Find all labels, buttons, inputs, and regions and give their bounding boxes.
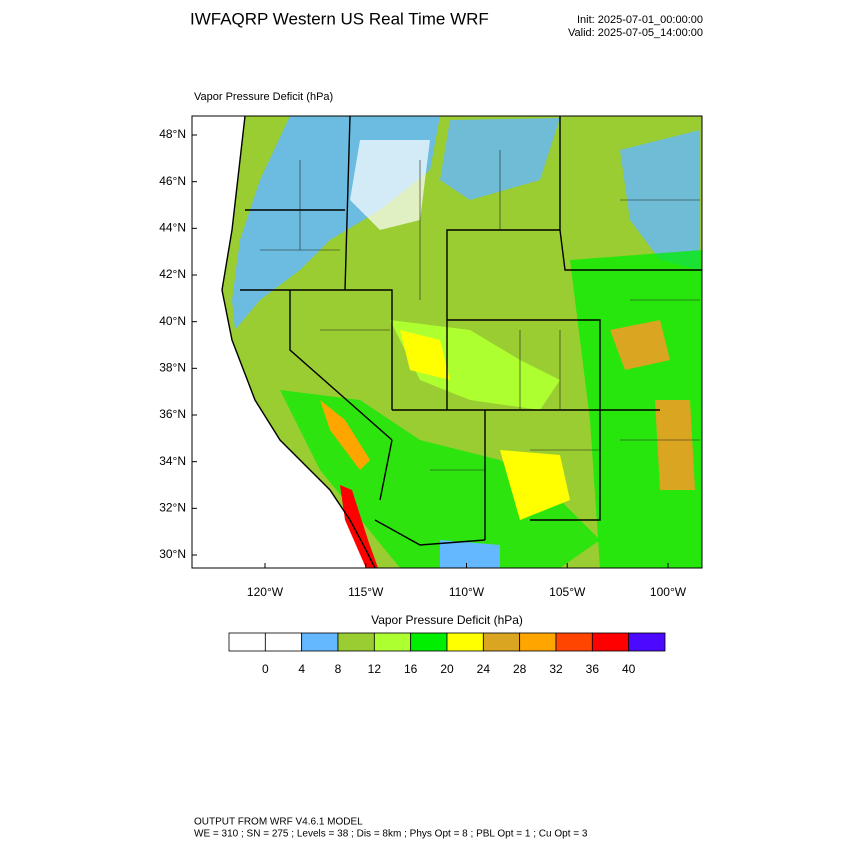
x-tick-label: 115°W xyxy=(348,585,384,599)
footer-line: WE = 310 ; SN = 275 ; Levels = 38 ; Dis … xyxy=(194,829,588,840)
map-frame xyxy=(191,115,703,569)
coastline xyxy=(221,115,376,569)
y-tick-label: 48°N xyxy=(159,127,186,141)
colorbar-tick-label: 4 xyxy=(298,662,305,676)
init-time: Init: 2025-07-01_00:00:00 xyxy=(577,14,703,26)
region-blue xyxy=(440,540,500,568)
region-gold xyxy=(655,400,695,490)
colorbar-box xyxy=(519,632,557,652)
colorbar-box xyxy=(482,632,521,652)
footer-line: OUTPUT FROM WRF V4.6.1 MODEL xyxy=(194,817,363,828)
region-yellow xyxy=(400,330,450,380)
map-label: Vapor Pressure Deficit (hPa) xyxy=(194,91,333,103)
y-tick-label: 40°N xyxy=(159,314,186,328)
x-tick-label: 105°W xyxy=(549,585,586,599)
colorbar-tick-label: 40 xyxy=(622,662,636,676)
county-lines xyxy=(260,150,700,471)
colorbar-tick-label: 12 xyxy=(368,662,382,676)
colorbar-box xyxy=(555,632,593,652)
region-green xyxy=(280,390,600,568)
colorbar-tick-label: 36 xyxy=(586,662,600,676)
colorbar-box xyxy=(264,632,303,652)
colorbar-box xyxy=(228,632,266,652)
title: IWFAQRP Western US Real Time WRF xyxy=(190,9,489,28)
y-tick-label: 30°N xyxy=(159,547,186,561)
colorbar-box xyxy=(410,632,448,652)
x-tick-label: 110°W xyxy=(449,585,485,599)
valid-time: Valid: 2025-07-05_14:00:00 xyxy=(568,27,703,39)
colorbar-tick-label: 24 xyxy=(477,662,491,676)
region-gold xyxy=(610,320,670,370)
y-tick-label: 38°N xyxy=(159,361,186,375)
map xyxy=(191,115,703,569)
y-tick-label: 42°N xyxy=(159,267,186,281)
y-tick-label: 34°N xyxy=(159,454,186,468)
colorbar-tick-label: 28 xyxy=(513,662,527,676)
state-borders xyxy=(240,115,702,546)
colorbar-tick-label: 20 xyxy=(440,662,454,676)
region-red xyxy=(340,485,378,568)
colorbar-tick-label: 8 xyxy=(335,662,342,676)
colorbar: 0 4 8 12 16 20 24 28 32 36 40 xyxy=(228,632,666,676)
region-orange xyxy=(320,400,370,470)
colorbar-box xyxy=(628,632,666,652)
colorbar-tick-label: 32 xyxy=(549,662,563,676)
y-tick-label: 32°N xyxy=(159,501,186,515)
y-tick-label: 36°N xyxy=(159,407,186,421)
region-white xyxy=(350,140,430,230)
ocean xyxy=(192,116,375,568)
y-tick-label: 46°N xyxy=(159,174,186,188)
colorbar-box xyxy=(373,632,412,652)
colorbar-label: Vapor Pressure Deficit (hPa) xyxy=(371,613,523,627)
colorbar-box xyxy=(337,632,375,652)
region-yellow xyxy=(500,450,570,520)
x-tick-label: 100°W xyxy=(650,585,687,599)
colorbar-tick-label: 0 xyxy=(262,662,269,676)
colorbar-box xyxy=(446,632,484,652)
colorbar-box xyxy=(301,632,339,652)
y-tick-label: 44°N xyxy=(159,221,186,235)
x-tick-label: 120°W xyxy=(247,585,284,599)
colorbar-box xyxy=(591,632,630,652)
colorbar-tick-label: 16 xyxy=(404,662,418,676)
